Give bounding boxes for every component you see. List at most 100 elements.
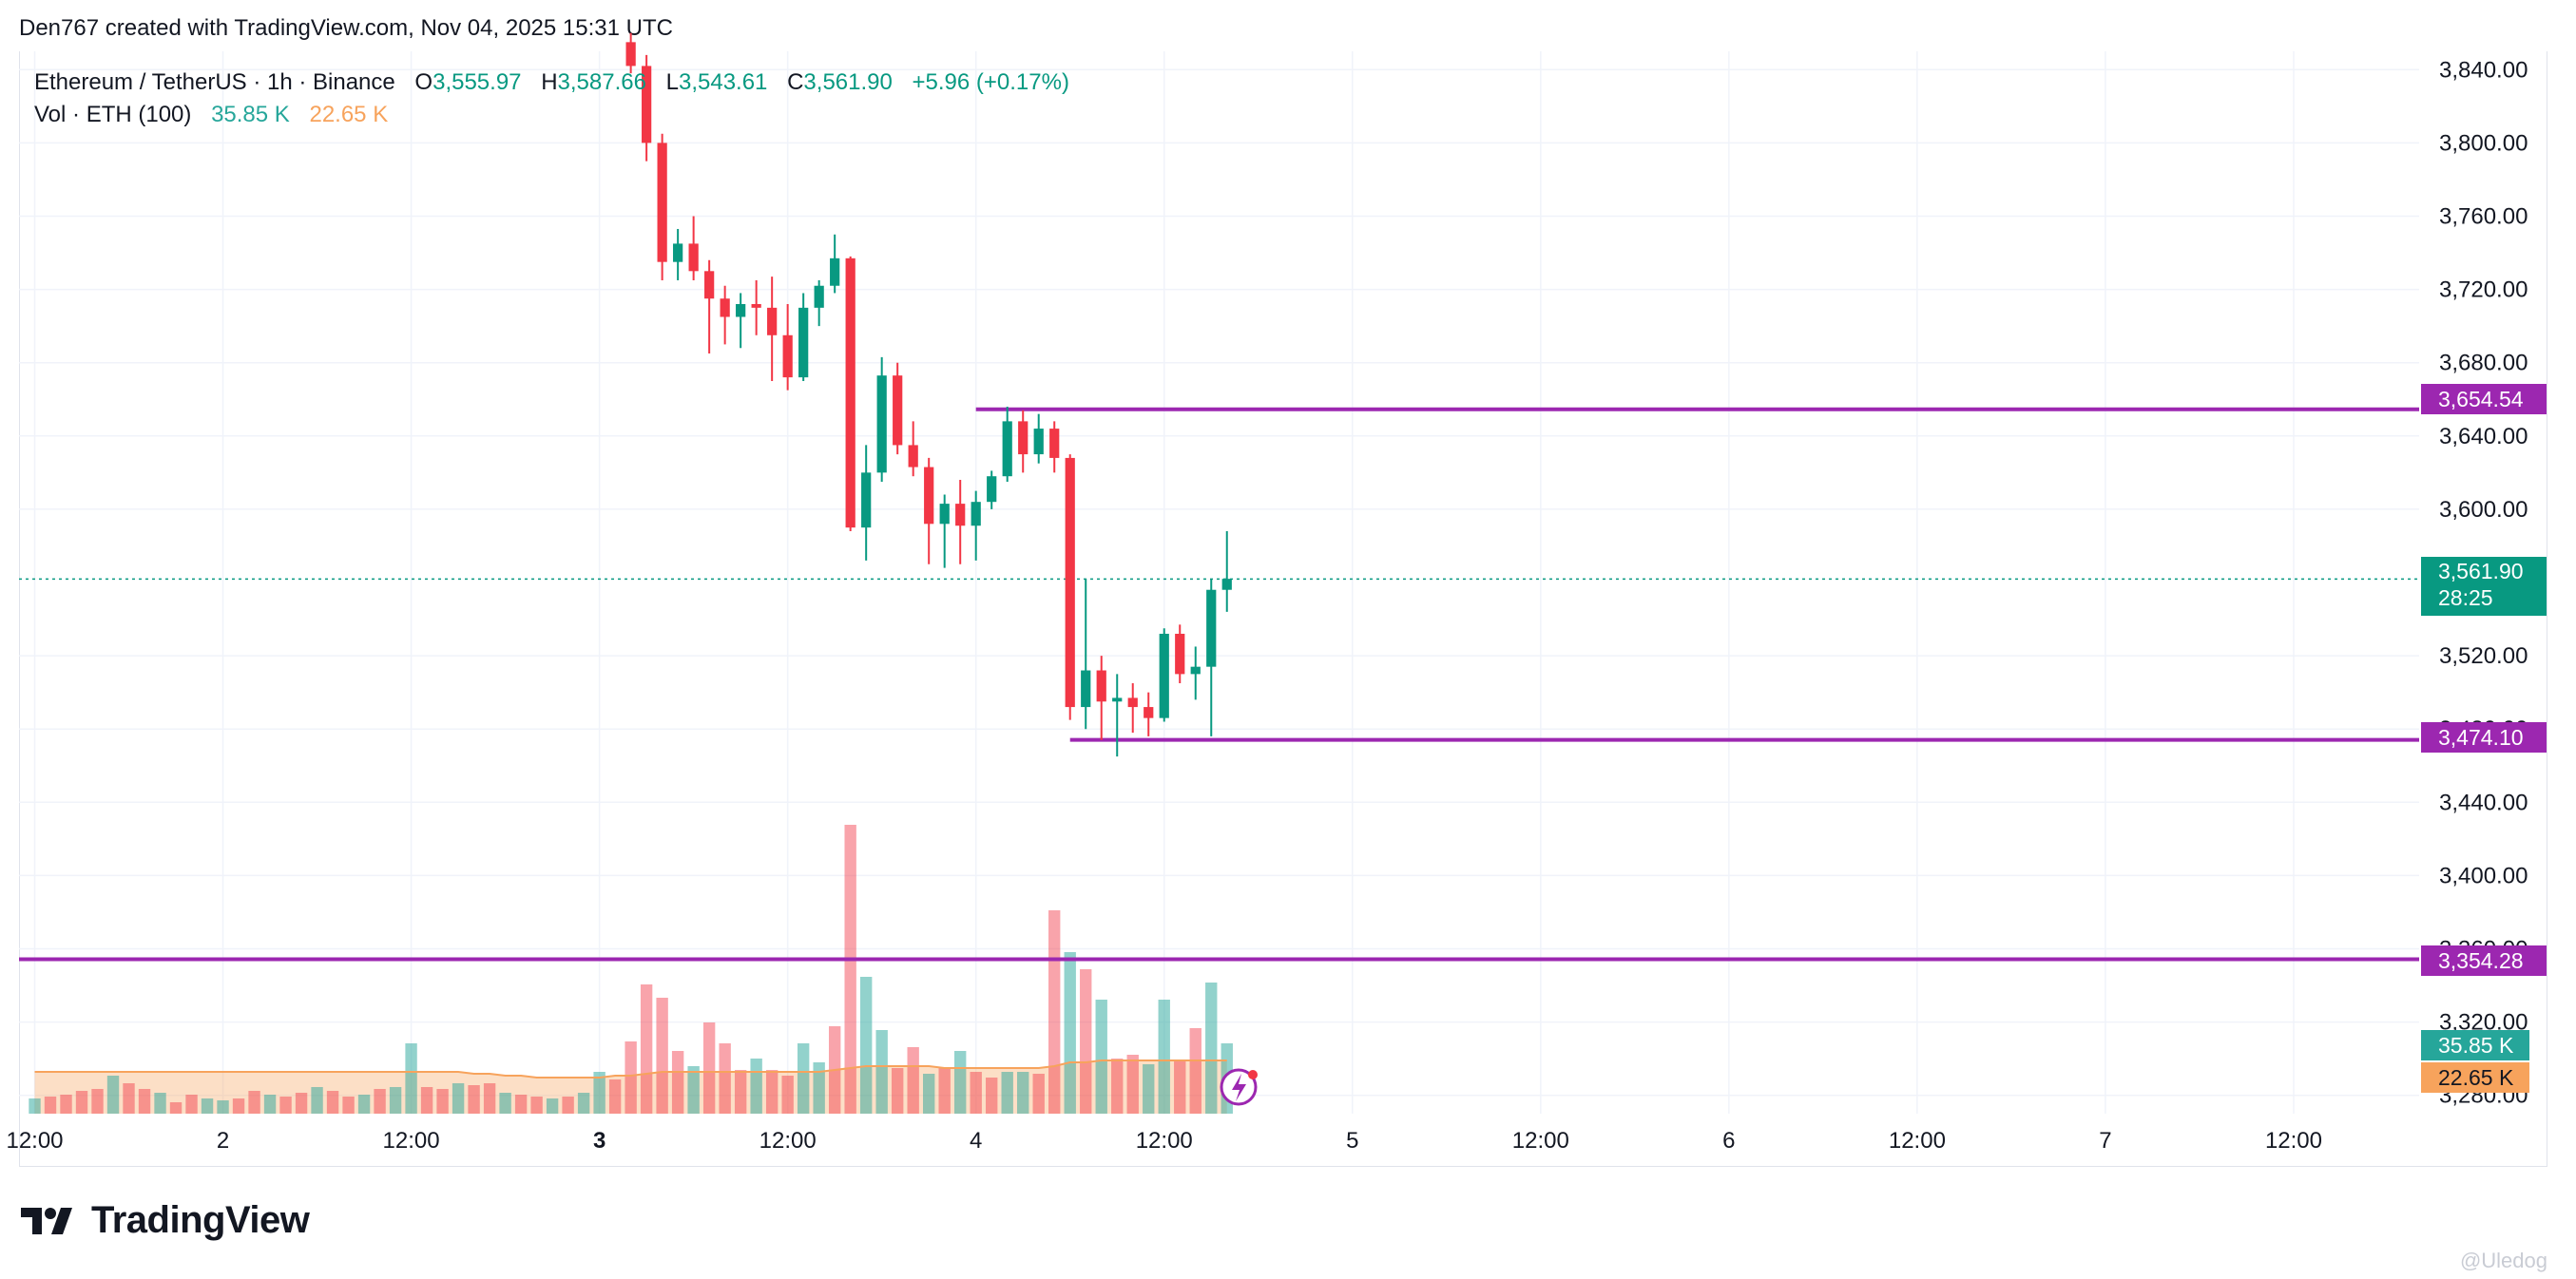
open-value: 3,555.97 — [433, 69, 522, 95]
volume-bar — [468, 1085, 480, 1114]
volume-bar — [970, 1072, 982, 1114]
price-tick-label: 3,720.00 — [2439, 277, 2528, 303]
volume-bar — [546, 1098, 559, 1114]
volume-bar — [420, 1087, 433, 1114]
candle-body — [1002, 421, 1012, 477]
candle-body — [1221, 579, 1232, 590]
last-price-tag: 3,561.90 28:25 — [2421, 557, 2547, 616]
volume-bar — [44, 1097, 57, 1114]
volume-bar — [687, 1066, 700, 1114]
candle-body — [971, 502, 981, 526]
volume-bar — [1205, 983, 1218, 1114]
volume-bar — [514, 1095, 528, 1114]
volume-bar — [75, 1091, 88, 1114]
volume-bar — [1095, 1000, 1107, 1114]
time-tick-label: 6 — [1722, 1128, 1735, 1154]
volume-bar — [1189, 1028, 1201, 1114]
chart-credit: Den767 created with TradingView.com, Nov… — [19, 15, 673, 41]
candle-body — [893, 375, 903, 446]
last-price-value: 3,561.90 — [2438, 559, 2524, 583]
time-tick-label: 7 — [2099, 1128, 2111, 1154]
volume-bar — [29, 1098, 41, 1114]
volume-bar — [201, 1098, 214, 1114]
time-tick-label: 3 — [593, 1128, 606, 1154]
candle-body — [987, 476, 997, 503]
level-low-tag: 3,354.28 — [2421, 945, 2547, 976]
candle-body — [767, 307, 778, 335]
volume-bar — [813, 1062, 825, 1114]
close-value: 3,561.90 — [803, 69, 893, 95]
candle-body — [955, 504, 966, 526]
candle-body — [1081, 670, 1091, 708]
candle-body — [751, 304, 761, 308]
volume-bar — [1174, 1060, 1186, 1114]
volume-bar — [1126, 1055, 1139, 1114]
replay-icon — [1220, 1068, 1258, 1106]
candle-body — [642, 66, 652, 143]
volume-bar — [138, 1089, 151, 1114]
candle-body — [1206, 589, 1217, 667]
volume-value: 35.85 K — [211, 102, 290, 127]
volume-bar — [640, 984, 653, 1114]
candle-body — [657, 143, 667, 262]
volume-bar — [1032, 1074, 1045, 1114]
volume-ma-line — [34, 1059, 1227, 1079]
price-tick-label: 3,520.00 — [2439, 643, 2528, 669]
time-axis: 12:00 2 12:00 3 12:00 4 12:00 5 12:00 6 12:00 7 12:0… — [6, 1128, 2322, 1154]
candle-body — [845, 258, 855, 528]
time-tick-label: 4 — [970, 1128, 982, 1154]
volume-bar — [60, 1095, 72, 1114]
symbol-title[interactable]: Ethereum / TetherUS · 1h · Binance — [34, 69, 395, 95]
volume-label[interactable]: Vol · ETH (100) — [34, 102, 192, 127]
price-tick-label: 3,760.00 — [2439, 203, 2528, 229]
volume-ma-tag: 22.65 K — [2421, 1062, 2529, 1093]
candle-body — [924, 467, 934, 525]
volume-bar — [1080, 969, 1092, 1114]
volume-bar — [765, 1070, 779, 1114]
price-tick-label: 3,680.00 — [2439, 351, 2528, 376]
candle-body — [1112, 697, 1123, 702]
volume-bar — [232, 1098, 245, 1114]
volume-bar — [781, 1076, 794, 1114]
volume-row: Vol · ETH (100) 35.85 K 22.65 K — [34, 99, 1069, 131]
volume-bar — [923, 1074, 935, 1114]
candles — [625, 32, 1232, 757]
level-top-tag: 3,654.54 — [2421, 384, 2547, 414]
volume-bar — [671, 1051, 684, 1114]
volume-bar — [1001, 1072, 1013, 1114]
time-tick-label: 12:00 — [6, 1128, 63, 1154]
volume-bar — [499, 1093, 511, 1114]
price-tick-label: 3,800.00 — [2439, 130, 2528, 156]
tradingview-logo-icon — [21, 1207, 72, 1234]
candle-body — [1065, 457, 1075, 708]
volume-bar — [1111, 1059, 1124, 1114]
volume-bar — [562, 1097, 574, 1114]
volume-bar — [436, 1089, 449, 1114]
candle-body — [876, 375, 887, 473]
volume-bar — [405, 1043, 417, 1114]
chart-legend: Ethereum / TetherUS · 1h · Binance O3,55… — [34, 67, 1069, 131]
low-label: L — [665, 69, 679, 95]
volume-bar — [263, 1095, 277, 1114]
time-tick-label: 12:00 — [759, 1128, 817, 1154]
tradingview-brand[interactable]: TradingView — [21, 1199, 310, 1242]
time-tick-label: 2 — [217, 1128, 229, 1154]
candle-body — [720, 298, 730, 317]
open-label: O — [414, 69, 433, 95]
volume-bar — [248, 1091, 260, 1114]
time-tick-label: 12:00 — [1512, 1128, 1569, 1154]
volume-bar — [106, 1076, 120, 1114]
level-mid-tag: 3,474.10 — [2421, 722, 2547, 753]
volume-bar — [844, 825, 856, 1114]
candle-body — [782, 334, 793, 378]
volume-bar — [326, 1091, 339, 1114]
volume-bar — [374, 1089, 386, 1114]
volume-bar — [91, 1089, 104, 1114]
volume-bar — [1143, 1064, 1155, 1114]
volume-bar — [357, 1095, 371, 1114]
candle-body — [1175, 633, 1185, 675]
volume-bar — [608, 1079, 622, 1114]
candle-body — [939, 504, 950, 525]
candle-body — [688, 243, 699, 272]
